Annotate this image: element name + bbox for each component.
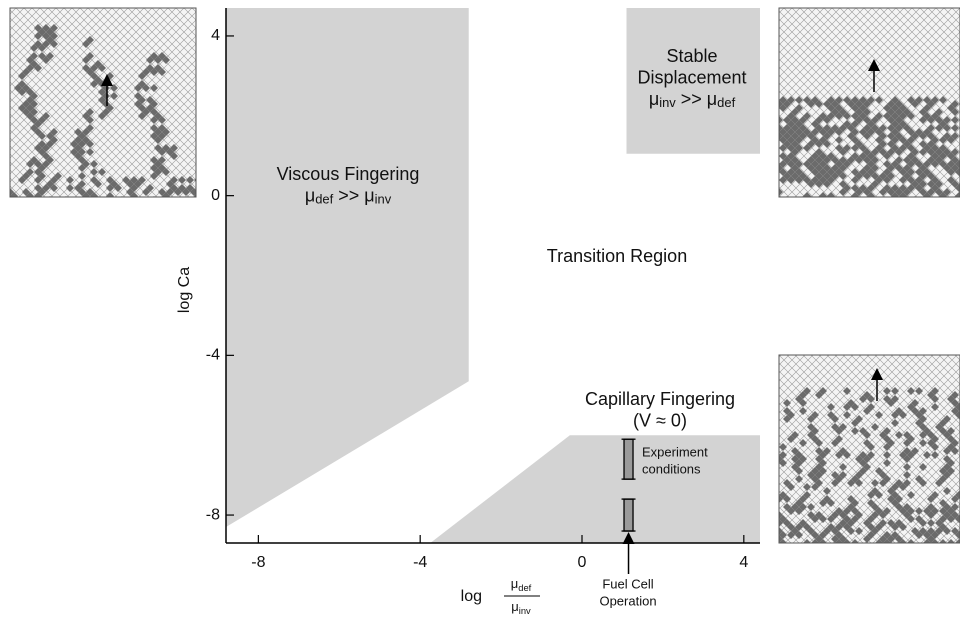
- inset-cell: [66, 200, 74, 208]
- inset-cell: [923, 547, 931, 555]
- inset-cell: [867, 547, 875, 555]
- region-label: Stable: [666, 46, 717, 66]
- inset-cell: [955, 547, 960, 555]
- inset-cell: [42, 200, 50, 208]
- transition-label: Transition Region: [547, 246, 687, 266]
- inset-cell: [819, 200, 827, 208]
- inset-cell: [178, 200, 186, 208]
- label-part: Capillary Fingering: [585, 389, 735, 409]
- inset-cell: [939, 200, 947, 208]
- x-label-denominator: μinv: [511, 599, 531, 616]
- region-label: Displacement: [637, 67, 746, 87]
- inset-cell: [795, 547, 803, 555]
- subscript: inv: [659, 95, 676, 110]
- inset-cell: [799, 543, 807, 551]
- inset-cell: [883, 200, 891, 208]
- inset-cell: [787, 547, 795, 555]
- x-label-numerator: μdef: [511, 576, 532, 593]
- inset-cell: [879, 543, 887, 551]
- x-tick-label: -4: [413, 554, 427, 571]
- experiment-label: conditions: [642, 461, 701, 476]
- subscript: def: [315, 192, 333, 207]
- subscript: def: [717, 95, 735, 110]
- inset-cell: [871, 543, 879, 551]
- inset-cell: [891, 547, 899, 555]
- inset-cell: [843, 547, 851, 555]
- y-tick-label: 4: [211, 27, 220, 44]
- inset-cell: [795, 200, 803, 208]
- label-part: Stable: [666, 46, 717, 66]
- inset-cell: [951, 543, 959, 551]
- label-part: μ: [511, 599, 519, 614]
- inset-cell: [787, 200, 795, 208]
- inset-cell: [819, 547, 827, 555]
- inset-cell: [875, 200, 883, 208]
- region: [430, 435, 760, 543]
- region-label: (V ≈ 0): [633, 410, 687, 430]
- region: [226, 8, 469, 527]
- inset-cell: [162, 200, 170, 208]
- inset-cell: [803, 547, 811, 555]
- label-part: >> μ: [676, 89, 717, 109]
- inset-cell: [202, 200, 210, 208]
- inset-cell: [931, 200, 939, 208]
- subscript: inv: [519, 606, 531, 616]
- inset-cell: [867, 200, 875, 208]
- inset-cell: [911, 543, 919, 551]
- inset-cell: [74, 200, 82, 208]
- x-axis-label: log: [461, 588, 482, 605]
- chart: Transition Region Experiment conditions …: [0, 0, 960, 622]
- x-tick-label: 4: [739, 554, 748, 571]
- inset-cell: [899, 200, 907, 208]
- experiment-range: [624, 499, 633, 531]
- inset-cell: [843, 200, 851, 208]
- inset-cell: [923, 200, 931, 208]
- y-axis-label: log Ca: [176, 267, 193, 313]
- inset-cell: [823, 543, 831, 551]
- x-tick-label: -8: [251, 554, 265, 571]
- region-label: Capillary Fingering: [585, 389, 735, 409]
- x-tick-label: 0: [578, 554, 587, 571]
- inset-cell: [903, 543, 911, 551]
- y-tick-label: 0: [211, 187, 220, 204]
- operation-label: Operation: [599, 593, 656, 608]
- inset-cell: [202, 192, 210, 200]
- label-part: μ: [511, 576, 519, 591]
- inset-cell: [947, 200, 955, 208]
- inset-cell: [955, 200, 960, 208]
- inset-cell: [935, 543, 943, 551]
- subscript: inv: [375, 192, 392, 207]
- y-tick-label: -4: [206, 347, 220, 364]
- inset-cell: [58, 200, 66, 208]
- label-part: Displacement: [637, 67, 746, 87]
- region-label: Viscous Fingering: [277, 164, 420, 184]
- label-part: >> μ: [333, 185, 374, 205]
- inset-cell: [827, 200, 835, 208]
- inset-cell: [18, 200, 26, 208]
- label-part: Viscous Fingering: [277, 164, 420, 184]
- inset-cell: [943, 543, 951, 551]
- inset-cell: [919, 543, 927, 551]
- operation-label: Fuel Cell: [602, 576, 653, 591]
- inset-cell: [891, 200, 899, 208]
- inset-cell: [779, 547, 787, 555]
- inset-cell: [927, 543, 935, 551]
- subscript: def: [518, 583, 531, 593]
- inset-cell: [887, 543, 895, 551]
- label-part: (V ≈ 0): [633, 410, 687, 430]
- inset-cell: [783, 543, 791, 551]
- insets: [6, 8, 960, 555]
- label-part: μ: [305, 185, 315, 205]
- y-tick-label: -8: [206, 506, 220, 523]
- experiment-label: Experiment: [642, 444, 708, 459]
- label-part: μ: [649, 89, 659, 109]
- experiment-range: [624, 439, 633, 479]
- inset-cell: [839, 543, 847, 551]
- inset-cell: [194, 200, 202, 208]
- inset-cell: [106, 200, 114, 208]
- inset-cell: [915, 547, 923, 555]
- inset-cell: [791, 543, 799, 551]
